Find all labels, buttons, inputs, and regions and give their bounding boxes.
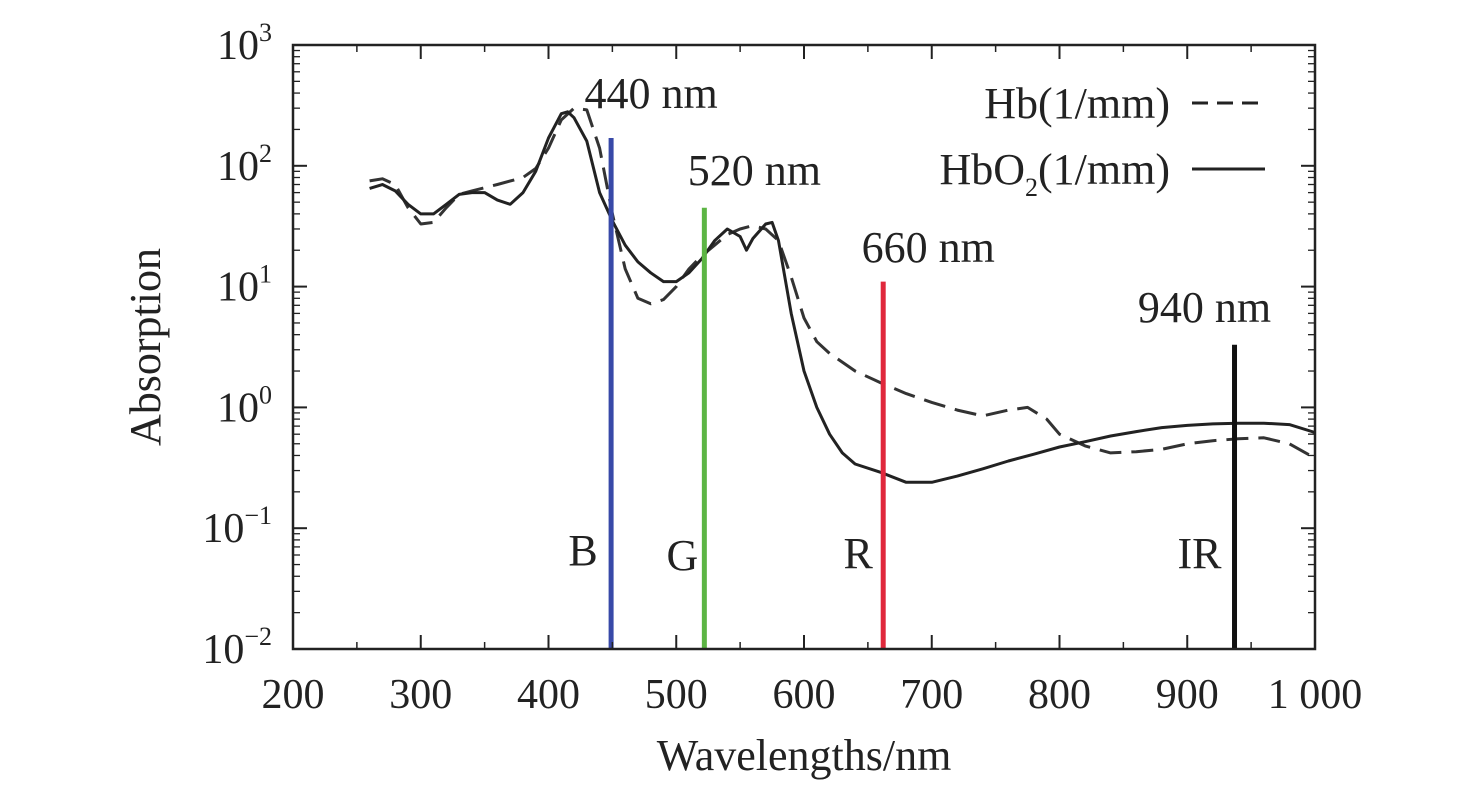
wavelength-markers bbox=[608, 137, 1238, 649]
x-tick-label: 800 bbox=[1028, 672, 1091, 718]
band-label-g: G bbox=[666, 531, 698, 580]
axis-ticks bbox=[292, 44, 1316, 650]
band-label-b: B bbox=[568, 526, 597, 575]
y-tick-label: 102 bbox=[217, 139, 272, 190]
x-tick-label: 500 bbox=[645, 672, 708, 718]
series-line-hbo2 bbox=[369, 110, 1316, 484]
marker-label-ir: 940 nm bbox=[1138, 283, 1271, 332]
series-line-hb bbox=[369, 106, 1316, 460]
legend: Hb(1/mm) HbO2(1/mm) bbox=[939, 79, 1265, 202]
band-label-r: R bbox=[844, 529, 874, 578]
x-tick-label: 700 bbox=[900, 672, 963, 718]
y-axis-title: Absorption bbox=[121, 248, 170, 446]
x-tick-label: 1 000 bbox=[1268, 672, 1363, 718]
marker-labels: 440 nm B 520 nm G 660 nm R 940 nm IR bbox=[568, 69, 1271, 580]
legend-label-hb: Hb(1/mm) bbox=[984, 79, 1170, 128]
y-tick-label: 101 bbox=[217, 260, 272, 311]
series-layer bbox=[369, 106, 1316, 484]
band-label-ir: IR bbox=[1178, 529, 1223, 578]
legend-label-hbo2: HbO2(1/mm) bbox=[939, 145, 1170, 202]
marker-label-g: 520 nm bbox=[688, 146, 821, 195]
x-tick-label: 900 bbox=[1156, 672, 1219, 718]
y-tick-label: 103 bbox=[217, 18, 272, 69]
y-tick-label: 100 bbox=[217, 380, 272, 431]
tick-labels: 200 300 400 500 600 700 800 900 1 000 103 102 101 10… bbox=[202, 18, 1362, 718]
y-tick-label: 10−2 bbox=[202, 622, 272, 673]
y-tick-label: 10−1 bbox=[202, 501, 272, 552]
x-axis-title: Wavelengths/nm bbox=[657, 731, 952, 780]
x-tick-label: 300 bbox=[389, 672, 452, 718]
x-tick-label: 400 bbox=[517, 672, 580, 718]
x-tick-label: 200 bbox=[262, 672, 325, 718]
x-tick-label: 600 bbox=[773, 672, 836, 718]
marker-label-r: 660 nm bbox=[862, 223, 995, 272]
plot-frame bbox=[291, 43, 1317, 651]
marker-label-b: 440 nm bbox=[584, 69, 717, 118]
